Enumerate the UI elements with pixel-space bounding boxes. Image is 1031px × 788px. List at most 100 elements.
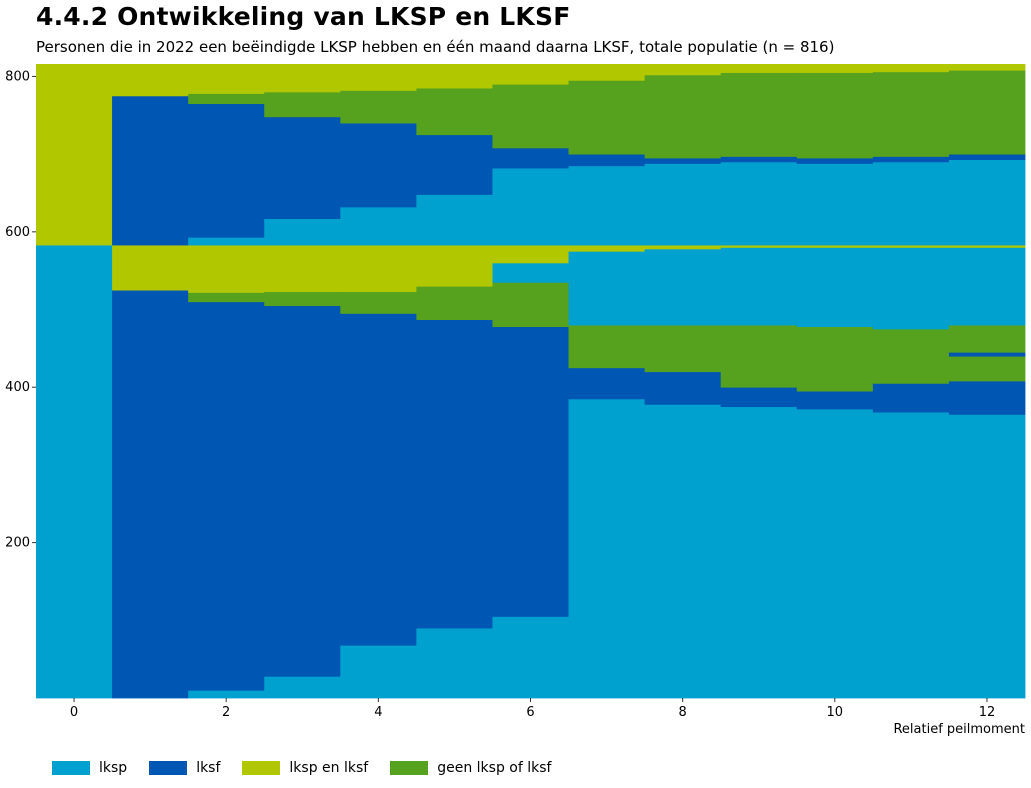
- segment-geen-lksp-of-lksf-x8: [644, 74, 722, 159]
- segment-lksp-x10: [796, 408, 874, 699]
- segment-lksp-en-lksf-x12: [948, 64, 1026, 71]
- segment-lksf-x5: [416, 134, 493, 195]
- segment-geen-lksp-of-lksf-x12: [948, 325, 1026, 353]
- segment-geen-lksp-of-lksf-x2: [188, 292, 265, 303]
- segment-lksp-en-lksf-x3: [264, 245, 341, 293]
- legend-item-lksf: lksf: [149, 760, 220, 776]
- legend-label: lksf: [196, 760, 221, 776]
- legend-item-lksp-en-lksf: lksp en lksf: [242, 760, 368, 776]
- segment-lksf-x3: [264, 116, 341, 220]
- segment-lksf-x3: [264, 305, 341, 677]
- segment-lksp-en-lksf-x11: [872, 64, 950, 73]
- segment-lksp-en-lksf-x8: [644, 245, 722, 250]
- legend-swatch: [242, 761, 281, 775]
- segment-lksf-x5: [416, 319, 493, 629]
- segment-lksf-x2: [188, 301, 265, 691]
- segment-lksp-en-lksf-x2: [188, 245, 265, 293]
- segment-lksp-x5: [416, 194, 493, 246]
- segment-lksf-x2: [188, 103, 265, 238]
- segment-lksp-x8: [644, 404, 722, 699]
- segment-lksp-en-lksf-x7: [568, 64, 646, 81]
- segment-lksp-en-lksf-x3: [264, 64, 341, 93]
- segment-geen-lksp-of-lksf-x9: [720, 72, 798, 157]
- segment-lksp-x6: [492, 168, 569, 246]
- segment-lksp-en-lksf-x6: [492, 64, 569, 85]
- segment-geen-lksp-of-lksf-x2: [188, 93, 265, 105]
- chart-bars: [36, 64, 1026, 699]
- segment-geen-lksp-of-lksf-x4: [340, 291, 417, 314]
- segment-geen-lksp-of-lksf-x6: [492, 84, 569, 149]
- segment-lksf-x1: [112, 95, 189, 246]
- chart-subtitle: Personen die in 2022 een beëindigde LKSP…: [36, 38, 835, 56]
- segment-geen-lksp-of-lksf-x6: [492, 282, 569, 328]
- legend: lksp lksf lksp en lksf geen lksp of lksf: [52, 760, 573, 776]
- segment-lksp-x2: [188, 237, 265, 246]
- segment-lksf-x11: [872, 383, 950, 413]
- segment-lksp-en-lksf-x0: [36, 64, 113, 246]
- segment-lksp-x7: [568, 251, 646, 326]
- segment-geen-lksp-of-lksf-x5: [416, 286, 493, 321]
- x-tick-label: 10: [827, 705, 844, 720]
- segment-lksf-x11: [872, 156, 950, 163]
- segment-lksp-x11: [872, 161, 950, 246]
- segment-lksp-x3: [264, 218, 341, 246]
- segment-lksf-x10: [796, 158, 874, 164]
- segment-lksp-x11: [872, 247, 950, 330]
- x-tick-label: 6: [526, 705, 534, 720]
- segment-lksf-x12: [948, 154, 1026, 160]
- segment-lksp-x7: [568, 165, 646, 246]
- segment-lksp-x12: [948, 247, 1026, 326]
- segment-lksf-x4: [340, 123, 417, 208]
- segment-lksp-x3: [264, 676, 341, 699]
- segment-lksp-x6: [492, 262, 569, 283]
- legend-label: lksp: [99, 760, 128, 776]
- segment-geen-lksp-of-lksf-x7: [568, 80, 646, 155]
- segment-lksp-x2: [188, 690, 265, 699]
- x-tick-label: 8: [679, 705, 687, 720]
- segment-lksp-en-lksf-x9: [720, 64, 798, 73]
- y-tick-label: 200: [5, 536, 30, 551]
- segment-lksp-en-lksf-x12: [948, 245, 1026, 248]
- chart-axes: 200 400 600 800 0 2 4 6 8 10 12: [5, 69, 995, 720]
- segment-lksp-en-lksf-x5: [416, 245, 493, 287]
- x-tick-label: 4: [374, 705, 382, 720]
- x-tick-label: 2: [222, 705, 230, 720]
- segment-lksp-x9: [720, 247, 798, 326]
- x-tick-label: 0: [70, 705, 78, 720]
- y-tick-label: 800: [5, 69, 30, 84]
- segment-lksf-x7: [568, 367, 646, 400]
- segment-geen-lksp-of-lksf-x12: [948, 356, 1026, 382]
- segment-geen-lksp-of-lksf-x5: [416, 88, 493, 136]
- segment-lksp-en-lksf-x10: [796, 245, 874, 248]
- segment-lksf-x4: [340, 313, 417, 646]
- segment-lksf-x8: [644, 158, 722, 164]
- segment-lksp-x9: [720, 161, 798, 246]
- segment-lksp-en-lksf-x6: [492, 245, 569, 264]
- segment-lksp-x11: [872, 412, 950, 699]
- segment-geen-lksp-of-lksf-x10: [796, 72, 874, 159]
- segment-lksp-x5: [416, 628, 493, 699]
- segment-lksp-en-lksf-x5: [416, 64, 493, 89]
- segment-lksp-x9: [720, 406, 798, 699]
- segment-lksp-en-lksf-x10: [796, 64, 874, 73]
- segment-lksp-x12: [948, 414, 1026, 699]
- chart-title: 4.4.2 Ontwikkeling van LKSP en LKSF: [36, 2, 571, 31]
- segment-lksp-x4: [340, 206, 417, 246]
- segment-lksp-en-lksf-x9: [720, 245, 798, 248]
- segment-geen-lksp-of-lksf-x11: [872, 328, 950, 384]
- segment-lksp-x6: [492, 616, 569, 699]
- x-tick-label: 12: [979, 705, 996, 720]
- segment-lksp-en-lksf-x1: [112, 64, 189, 97]
- segment-lksp-en-lksf-x1: [112, 245, 189, 291]
- legend-item-lksp: lksp: [52, 760, 127, 776]
- segment-lksf-x8: [644, 371, 722, 405]
- segment-lksp-en-lksf-x4: [340, 64, 417, 91]
- segment-lksp-x8: [644, 248, 722, 326]
- segment-lksp-en-lksf-x4: [340, 245, 417, 293]
- segment-geen-lksp-of-lksf-x11: [872, 71, 950, 157]
- segment-lksp-x4: [340, 645, 417, 699]
- segment-lksp-x10: [796, 163, 874, 246]
- segment-geen-lksp-of-lksf-x10: [796, 326, 874, 392]
- y-tick-label: 600: [5, 225, 30, 240]
- segment-lksf-x6: [492, 147, 569, 169]
